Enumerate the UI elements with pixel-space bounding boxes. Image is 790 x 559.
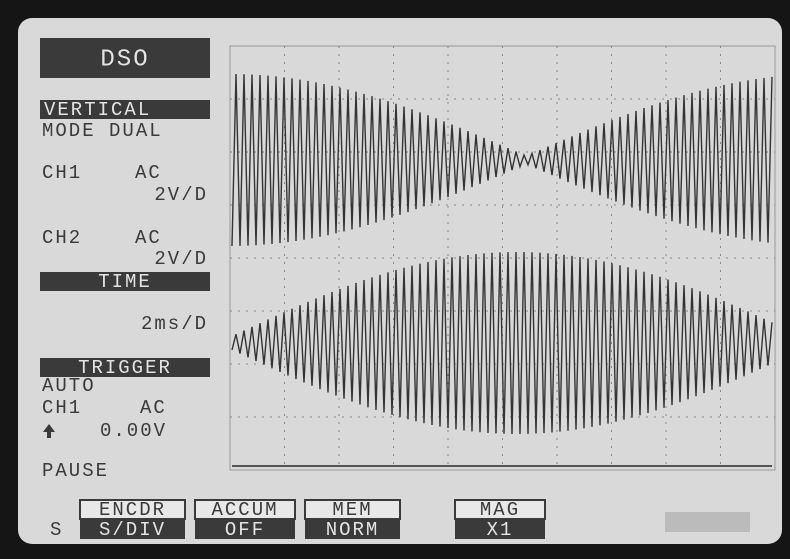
indicator <box>665 512 750 532</box>
ch1-label: CH1 <box>42 162 82 184</box>
softkey-bottom <box>455 519 545 539</box>
vertical-heading: VERTICAL <box>44 99 151 121</box>
trigger-mode: AUTO <box>42 375 96 397</box>
softkey-top-label: MAG <box>480 499 520 521</box>
softkey-bottom <box>80 519 185 539</box>
softkey-bottom <box>195 519 295 539</box>
heading-bar <box>40 100 210 119</box>
title: DSO <box>100 46 149 73</box>
ch2-scale: 2V/D <box>154 248 208 270</box>
ch2-label: CH2 <box>42 227 82 249</box>
softkey-bottom-label: NORM <box>326 519 380 541</box>
softkey-top-label: ENCDR <box>99 499 166 521</box>
time-scale: 2ms/D <box>141 313 208 335</box>
softkey-bottom <box>305 519 400 539</box>
trigger-level: 0.00V <box>100 420 167 442</box>
softkey-bottom-label: OFF <box>225 519 265 541</box>
softkey-bottom-label: S/DIV <box>99 519 166 541</box>
softkey-prefix: S <box>50 519 63 541</box>
slope-arrow <box>43 424 55 438</box>
trigger-source: CH1 <box>42 397 82 419</box>
title-box <box>40 38 210 78</box>
softkey-top-label: ACCUM <box>211 499 278 521</box>
trigger-coupling: AC <box>140 397 167 419</box>
waveform-trace <box>231 251 773 435</box>
ch2-coupling: AC <box>135 227 162 249</box>
status: PAUSE <box>42 460 109 482</box>
ch1-coupling: AC <box>135 162 162 184</box>
heading-bar <box>40 358 210 377</box>
vertical-mode: MODE DUAL <box>42 120 163 142</box>
softkey-top-label: MEM <box>332 499 372 521</box>
time-heading: TIME <box>98 271 152 293</box>
heading-bar <box>40 272 210 291</box>
softkey-bottom-label: X1 <box>487 519 514 541</box>
ch1-scale: 2V/D <box>154 184 208 206</box>
trigger-heading: TRIGGER <box>78 357 172 379</box>
waveforms <box>231 74 773 435</box>
waveform-trace <box>231 74 773 247</box>
graticule <box>230 46 775 470</box>
